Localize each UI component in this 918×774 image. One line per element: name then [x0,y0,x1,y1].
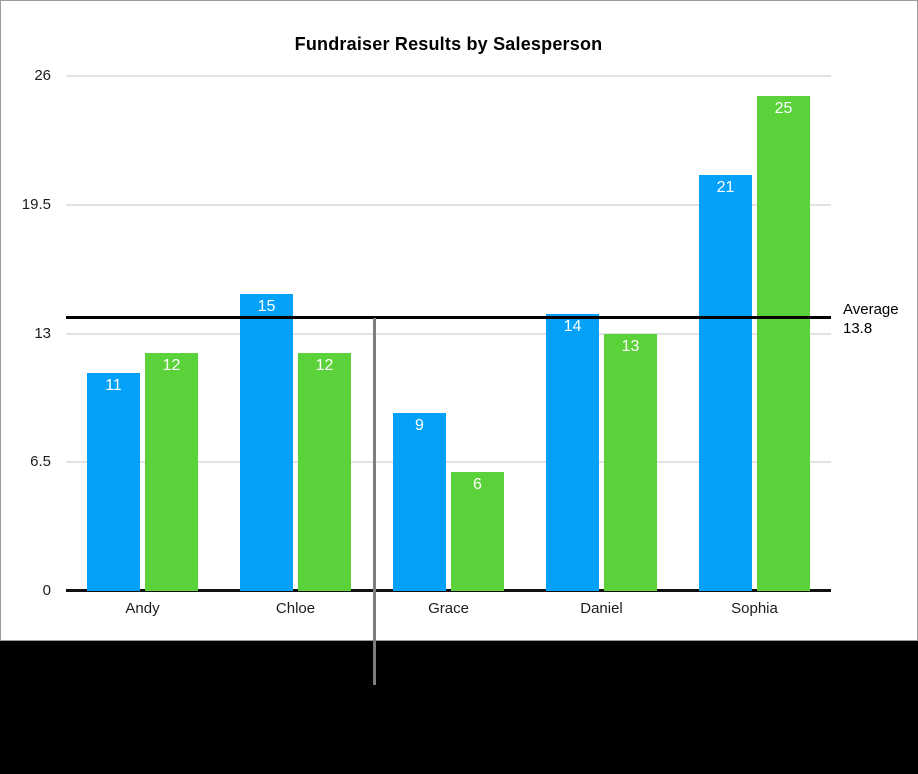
y-tick-label-13: 13 [34,324,51,342]
bar-blue-grace[interactable]: 9 [393,412,446,591]
average-reference-line[interactable] [66,316,831,320]
average-label-text: Average [843,301,899,318]
x-axis-label-sophia: Sophia [731,600,778,617]
gridline-6.5 [66,461,831,464]
bar-green-grace[interactable]: 6 [451,472,504,591]
x-axis-label-chloe: Chloe [275,600,316,617]
bar-green-chloe[interactable]: 12 [298,353,351,591]
y-tick-label-6.5: 6.5 [30,453,51,471]
gridlines-layer [1,1,917,640]
bar-value-label: 21 [716,179,735,197]
gridline-19.5 [66,203,831,206]
y-tick-label-19.5: 19.5 [21,195,51,213]
x-axis-label-andy: Andy [125,600,160,617]
bar-blue-daniel[interactable]: 14 [546,313,599,591]
bar-value-label: 14 [563,317,582,335]
y-axis-labels-layer: 26 19.5 13 6.5 0 [1,1,917,640]
x-axis-label-daniel: Daniel [580,600,623,617]
bar-value-label: 25 [774,99,793,117]
bar-value-label: 12 [162,357,181,375]
bar-value-label: 11 [105,377,122,395]
chart-card[interactable]: Fundraiser Results by Salesperson 11 12 15… [0,0,918,641]
average-value-text: 13.8 [843,320,873,337]
bar-green-daniel[interactable]: 13 [604,333,657,591]
x-axis-baseline [66,589,831,592]
y-tick-label-26: 26 [34,67,51,84]
bar-value-label: 15 [257,297,276,315]
y-tick-label-0: 0 [42,582,51,599]
bar-blue-chloe[interactable]: 15 [240,293,293,591]
drag-divider-line[interactable] [373,317,376,685]
gridline-13 [66,332,831,335]
bar-blue-sophia[interactable]: 21 [699,175,752,591]
bar-blue-andy[interactable]: 11 [87,373,140,591]
bar-value-label: 13 [621,337,640,355]
average-line-label: Average 13.8 [843,300,899,338]
bar-green-sophia[interactable]: 25 [757,95,810,591]
chart-title: Fundraiser Results by Salesperson [294,34,603,54]
x-axis-label-grace: Grace [428,600,469,617]
bar-green-andy[interactable]: 12 [145,353,198,591]
bar-value-label: 6 [473,476,482,494]
bar-value-label: 12 [315,357,334,375]
bar-value-label: 9 [415,416,424,434]
bars-layer: 11 12 15 12 9 6 14 13 21 25 [1,1,917,640]
bottom-black-region [0,641,918,774]
x-axis-labels-layer: Andy Chloe Grace Daniel Sophia [1,1,917,640]
gridline-26 [66,75,831,77]
